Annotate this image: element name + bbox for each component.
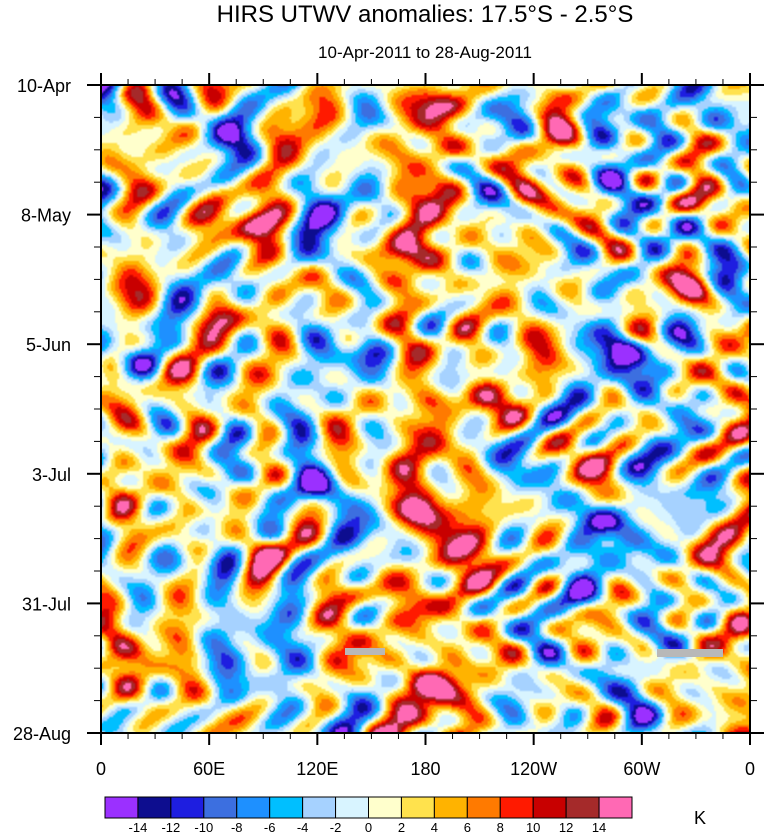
colorbar-tick-label: 10 (526, 820, 540, 834)
colorbar-bin (598, 796, 633, 819)
y-tick-label: 3-Jul (32, 465, 71, 485)
colorbar-tick-label: 4 (431, 820, 438, 834)
x-tick-label: 120E (296, 759, 338, 779)
colorbar-bin (335, 796, 369, 819)
colorbar-tick-label: -10 (194, 820, 213, 834)
heatmap-field (101, 85, 750, 733)
x-tick-label: 0 (745, 759, 755, 779)
colorbar-bin (137, 796, 172, 819)
colorbar-tick-label: -2 (330, 820, 342, 834)
colorbar-tick-label: 2 (398, 820, 405, 834)
colorbar-tick-label: 0 (365, 820, 372, 834)
y-tick-label: 5-Jun (26, 335, 71, 355)
missing-data-patch (345, 648, 385, 655)
colorbar-unit-label: K (694, 808, 706, 828)
colorbar-tick-label: 6 (464, 820, 471, 834)
y-axis: 10-Apr 8-May 5-Jun 3-Jul 31-Jul 28-Aug (13, 76, 764, 744)
x-tick-label: 60W (623, 759, 660, 779)
colorbar-tick-label: 12 (559, 820, 573, 834)
colorbar-bin (104, 796, 139, 819)
colorbar: -14 -12 -10 -8 -6 -4 -2 0 2 4 6 8 10 12 14 (104, 796, 633, 834)
colorbar-tick-label: -4 (297, 820, 309, 834)
colorbar-tick-label: -6 (264, 820, 276, 834)
colorbar-tick-label: 14 (592, 820, 606, 834)
heatmap-plot-area (101, 85, 750, 733)
colorbar-bin (236, 796, 271, 819)
colorbar-bin (302, 796, 337, 819)
colorbar-bin (499, 796, 534, 819)
y-tick-label: 8-May (21, 206, 71, 226)
colorbar-bin (368, 796, 402, 819)
chart-subtitle: 10-Apr-2011 to 28-Aug-2011 (318, 43, 532, 62)
colorbar-bin (203, 796, 238, 819)
x-tick-label: 120W (510, 759, 557, 779)
colorbar-bin (269, 796, 304, 819)
colorbar-bin (532, 796, 567, 819)
y-tick-label: 31-Jul (22, 594, 71, 614)
colorbar-tick-label: -12 (161, 820, 180, 834)
colorbar-tick-label: 8 (497, 820, 504, 834)
x-tick-label: 0 (96, 759, 106, 779)
x-axis: 0 60E 120E 180 120W 60W 0 (96, 73, 755, 779)
x-tick-label: 60E (193, 759, 225, 779)
chart-title: HIRS UTWV anomalies: 17.5°S - 2.5°S (217, 1, 634, 28)
x-tick-label: 180 (410, 759, 440, 779)
colorbar-bin (400, 796, 435, 819)
y-tick-label: 28-Aug (13, 724, 71, 744)
colorbar-tick-label: -14 (129, 820, 148, 834)
colorbar-bin (170, 796, 205, 819)
colorbar-bin (466, 796, 501, 819)
colorbar-bin (565, 796, 600, 819)
colorbar-tick-label: -8 (231, 820, 243, 834)
missing-data-patch (657, 649, 723, 657)
y-tick-label: 10-Apr (17, 76, 71, 96)
colorbar-bin (433, 796, 468, 819)
